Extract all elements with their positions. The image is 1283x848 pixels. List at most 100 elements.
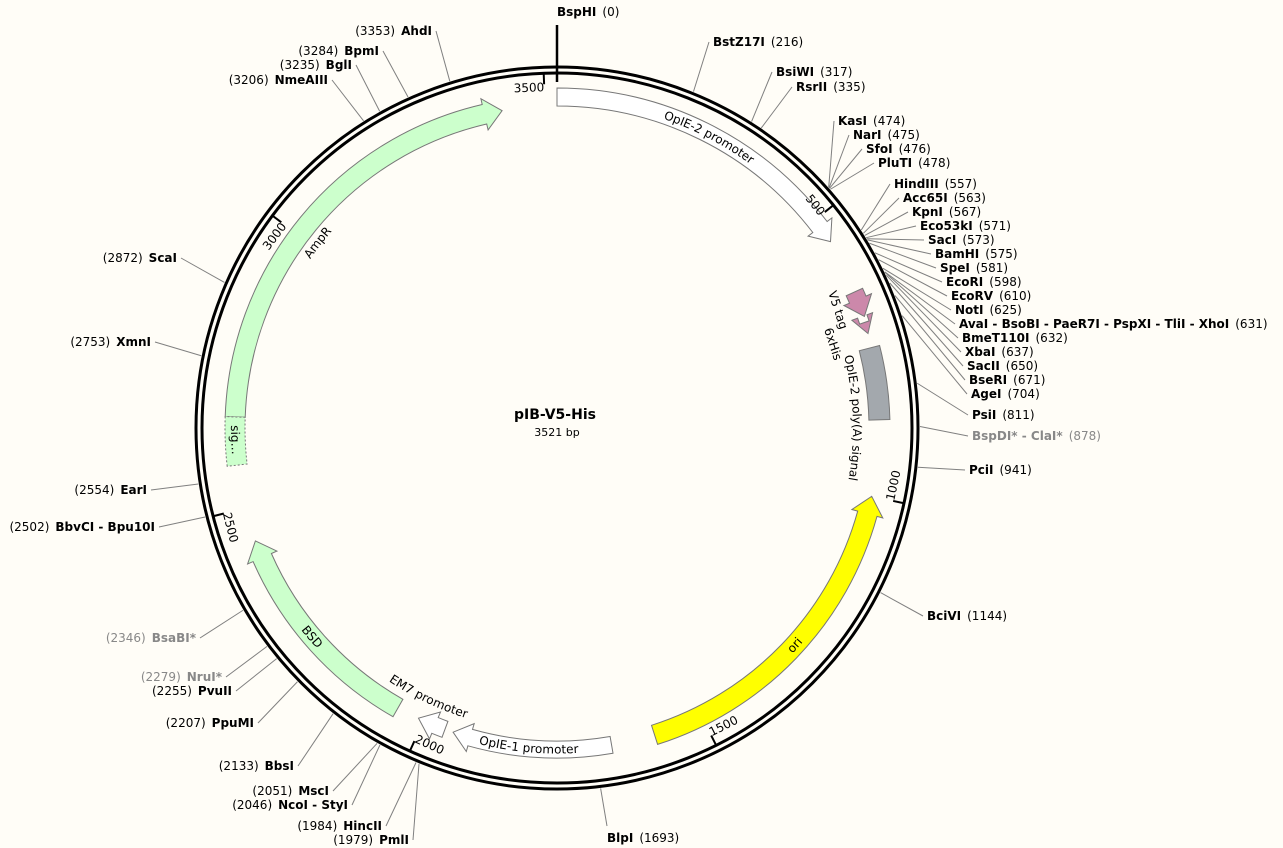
enzyme-position: (3235) bbox=[280, 58, 320, 72]
enzyme-name: Acc65I bbox=[903, 191, 948, 205]
enzyme-position: (475) bbox=[888, 128, 920, 142]
enzyme-position: (2279) bbox=[141, 670, 181, 684]
enzyme-label: RsrII (335) bbox=[796, 80, 866, 94]
enzyme-label: (3206) NmeAIII bbox=[229, 73, 328, 87]
enzyme-position: (610) bbox=[999, 289, 1031, 303]
enzyme-position: (317) bbox=[820, 65, 852, 79]
enzyme-leader bbox=[874, 252, 943, 283]
feature-shape bbox=[858, 344, 891, 421]
enzyme-name: HincII bbox=[343, 819, 382, 833]
enzyme-label: Eco53kI (571) bbox=[920, 219, 1011, 233]
enzyme-leader bbox=[830, 162, 875, 190]
enzyme-position: (2046) bbox=[232, 798, 272, 812]
enzyme-leader bbox=[882, 267, 952, 311]
enzyme-position: (2051) bbox=[252, 784, 292, 798]
enzyme-position: (878) bbox=[1069, 429, 1101, 443]
enzyme-leader bbox=[880, 592, 924, 617]
enzyme-label: KasI (474) bbox=[838, 114, 905, 128]
enzyme-position: (1144) bbox=[967, 609, 1007, 623]
enzyme-position: (3284) bbox=[298, 44, 338, 58]
enzyme-name: SacI bbox=[928, 233, 956, 247]
enzyme-position: (1984) bbox=[297, 819, 337, 833]
feature-shape bbox=[842, 287, 873, 318]
enzyme-name: EcoRI bbox=[946, 275, 983, 289]
tick-mark bbox=[824, 204, 834, 213]
enzyme-position: (2502) bbox=[9, 520, 49, 534]
enzyme-position: (1979) bbox=[333, 833, 373, 847]
enzyme-name: AgeI bbox=[971, 387, 1001, 401]
enzyme-label: BamHI (575) bbox=[935, 247, 1018, 261]
enzyme-label: XbaI (637) bbox=[965, 345, 1034, 359]
enzyme-position: (671) bbox=[1013, 373, 1045, 387]
enzyme-label: (2753) XmnI bbox=[70, 335, 151, 349]
enzyme-leader bbox=[867, 239, 932, 255]
enzyme-name: SpeI bbox=[940, 261, 970, 275]
enzyme-leader bbox=[435, 30, 451, 82]
enzyme-name: BspDI* - ClaI* bbox=[972, 429, 1063, 443]
enzyme-label: AvaI - BsoBI - PaeR7I - PspXI - TliI - X… bbox=[959, 317, 1268, 331]
enzyme-name: BmeT110I bbox=[962, 331, 1030, 345]
enzyme-leader bbox=[760, 86, 793, 129]
enzyme-name: EcoRV bbox=[951, 289, 994, 303]
enzyme-name: XmnI bbox=[116, 335, 151, 349]
enzyme-leader bbox=[863, 197, 900, 234]
enzyme-position: (598) bbox=[989, 275, 1021, 289]
enzyme-label: BmeT110I (632) bbox=[962, 331, 1068, 345]
enzyme-label: (3235) BglI bbox=[280, 58, 352, 72]
enzyme-position: (650) bbox=[1006, 359, 1038, 373]
enzyme-position: (941) bbox=[1000, 463, 1032, 477]
enzyme-position: (632) bbox=[1036, 331, 1068, 345]
enzyme-leader bbox=[297, 713, 334, 767]
enzyme-name: KpnI bbox=[912, 205, 943, 219]
enzyme-name: HindIII bbox=[894, 177, 939, 191]
enzyme-name: MscI bbox=[298, 784, 329, 798]
enzyme-label: SacII (650) bbox=[967, 359, 1038, 373]
feature-shape bbox=[556, 87, 833, 243]
enzyme-position: (2753) bbox=[70, 335, 110, 349]
tick-label: 1000 bbox=[883, 469, 903, 502]
enzyme-leader bbox=[751, 71, 773, 122]
enzyme-name: BbsI bbox=[265, 759, 294, 773]
enzyme-leader bbox=[829, 148, 863, 189]
enzyme-leader bbox=[154, 341, 202, 357]
enzyme-position: (2255) bbox=[152, 684, 192, 698]
feature-label: sig… bbox=[228, 425, 243, 455]
enzyme-leader bbox=[382, 50, 409, 98]
enzyme-leader bbox=[828, 120, 835, 188]
enzyme-position: (557) bbox=[945, 177, 977, 191]
enzyme-leader bbox=[331, 79, 364, 122]
enzyme-position: (0) bbox=[602, 5, 619, 19]
enzyme-leader bbox=[600, 788, 608, 827]
enzyme-leader bbox=[884, 271, 956, 325]
feature-shape bbox=[452, 722, 614, 759]
enzyme-leader bbox=[894, 295, 966, 381]
enzyme-position: (3206) bbox=[229, 73, 269, 87]
enzyme-label: (3284) BpmI bbox=[298, 44, 379, 58]
enzyme-label: (1984) HincII bbox=[297, 819, 382, 833]
enzyme-position: (2872) bbox=[103, 251, 143, 265]
enzyme-leader bbox=[351, 744, 381, 806]
enzyme-name: NmeAIII bbox=[275, 73, 328, 87]
enzyme-leader bbox=[860, 183, 891, 231]
enzyme-label: SpeI (581) bbox=[940, 261, 1008, 275]
tick-mark bbox=[212, 512, 225, 518]
feature-shape bbox=[224, 97, 503, 418]
enzyme-leader bbox=[866, 225, 917, 239]
enzyme-position: (2554) bbox=[74, 483, 114, 497]
enzyme-position: (3353) bbox=[355, 24, 395, 38]
enzyme-name: BsaBI* bbox=[152, 631, 197, 645]
enzyme-position: (571) bbox=[979, 219, 1011, 233]
enzyme-name: BamHI bbox=[935, 247, 979, 261]
tick-label: 3500 bbox=[513, 80, 544, 95]
enzyme-leader bbox=[355, 64, 381, 112]
enzyme-leader bbox=[889, 282, 964, 367]
enzyme-leader bbox=[199, 609, 244, 639]
enzyme-position: (1693) bbox=[639, 831, 679, 845]
enzyme-leader bbox=[919, 426, 969, 437]
enzyme-label: EcoRV (610) bbox=[951, 289, 1031, 303]
enzyme-name: PluTI bbox=[878, 156, 912, 170]
enzyme-name: KasI bbox=[838, 114, 867, 128]
feature-shape bbox=[650, 495, 884, 746]
enzyme-leader bbox=[385, 762, 417, 827]
